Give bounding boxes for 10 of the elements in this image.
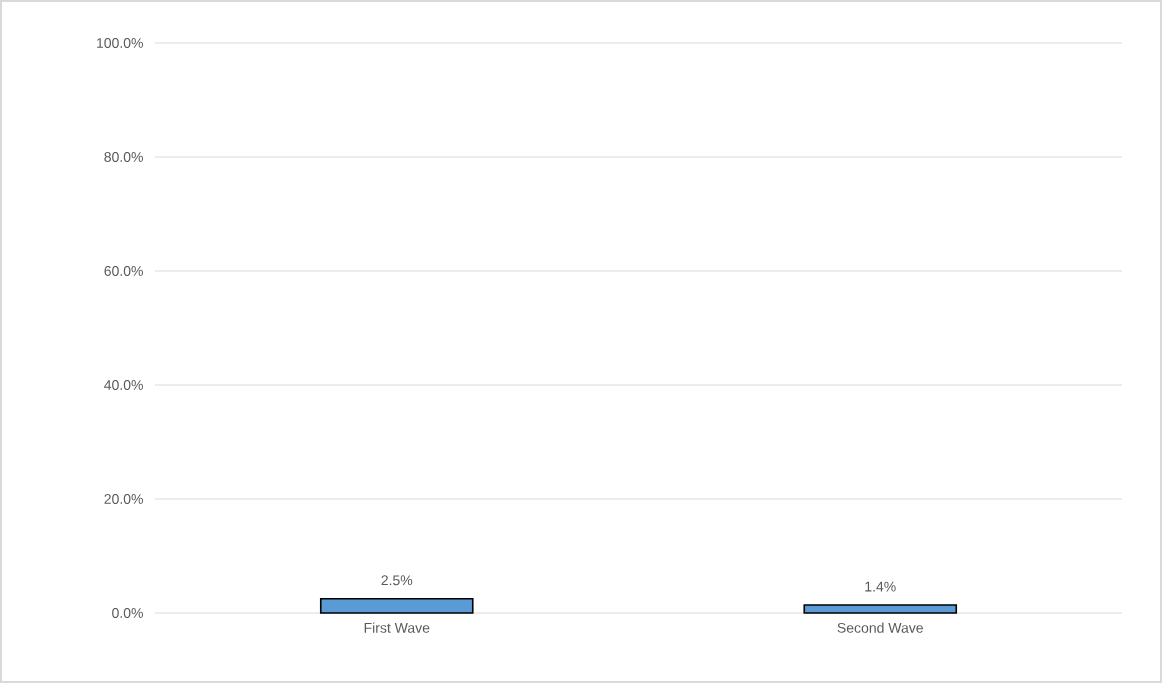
y-tick-label: 40.0% [104,380,143,390]
y-tick-label: 0.0% [112,608,143,618]
y-tick-label: 80.0% [104,152,143,162]
data-label: 1.4% [865,581,896,592]
y-tick-label: 60.0% [104,266,143,276]
y-tick-label: 20.0% [104,494,143,504]
x-tick-label: Second Wave [837,622,923,633]
x-tick-label: First Wave [364,622,430,633]
y-tick-label: 100.0% [97,38,143,48]
data-label: 2.5% [381,575,413,586]
